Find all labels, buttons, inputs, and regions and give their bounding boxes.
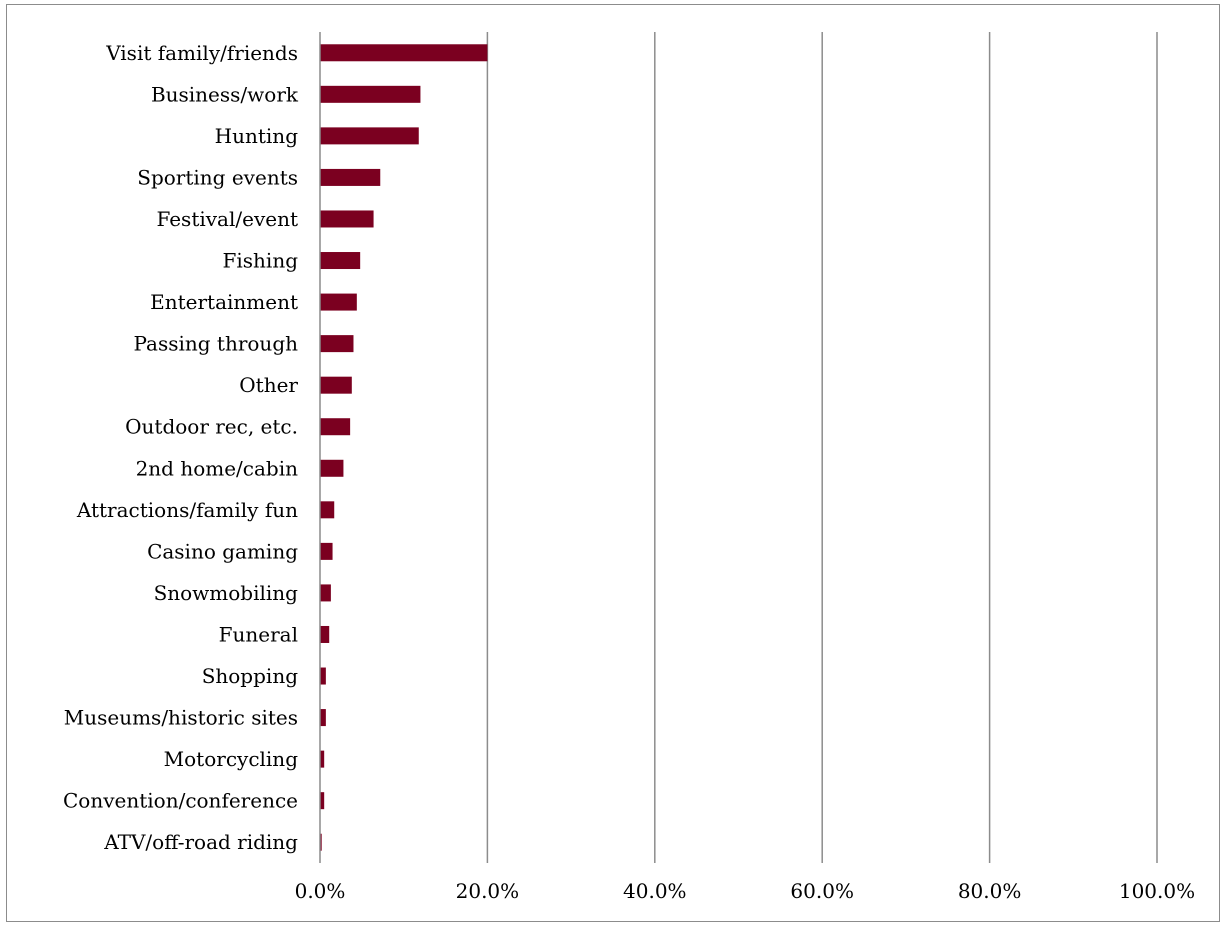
gridlines (486, 32, 1158, 863)
bar (320, 709, 326, 727)
category-label: Sporting events (137, 165, 298, 189)
category-label: ATV/off-road riding (103, 830, 298, 854)
category-label: Museums/historic sites (64, 706, 298, 730)
bar (320, 168, 381, 186)
bar (320, 833, 322, 851)
bar (320, 418, 351, 436)
category-label: Motorcycling (164, 747, 299, 771)
x-tick-label: 80.0% (958, 879, 1022, 903)
bar (320, 459, 344, 477)
x-tick-label: 0.0% (295, 879, 346, 903)
category-label: Other (239, 373, 298, 397)
category-label: Shopping (202, 664, 299, 688)
category-label: Funeral (219, 622, 298, 646)
category-labels: Visit family/friends Business/work Hunting… (63, 41, 299, 854)
x-axis-tick-labels: 0.0% 20.0% 40.0% 60.0% 80.0% 100.0% (295, 879, 1196, 903)
bar (320, 210, 374, 228)
bar (320, 293, 357, 311)
category-label: Fishing (223, 249, 299, 273)
x-tick-label: 20.0% (456, 879, 520, 903)
category-label: Visit family/friends (105, 41, 298, 65)
bar (320, 252, 361, 270)
category-label: Festival/event (156, 207, 298, 231)
bar (320, 542, 333, 560)
category-label: Casino gaming (147, 539, 298, 563)
bar (320, 667, 326, 685)
category-label: Attractions/family fun (76, 498, 298, 522)
bar (320, 584, 331, 602)
bar (320, 750, 325, 768)
category-label: Outdoor rec, etc. (125, 415, 298, 439)
bar (320, 335, 354, 353)
bar (320, 792, 325, 810)
bar (320, 376, 352, 394)
bar (320, 44, 488, 62)
x-tick-label: 60.0% (790, 879, 854, 903)
x-tick-label: 40.0% (623, 879, 687, 903)
bar (320, 85, 421, 103)
category-label: Business/work (151, 82, 299, 106)
chart-frame (6, 4, 1220, 922)
category-label: Entertainment (150, 290, 298, 314)
category-label: Snowmobiling (154, 581, 299, 605)
category-label: Passing through (133, 332, 298, 356)
category-label: Hunting (215, 124, 299, 148)
bar (320, 127, 419, 145)
category-label: 2nd home/cabin (136, 456, 299, 480)
x-tick-label: 100.0% (1119, 879, 1195, 903)
bar (320, 501, 335, 519)
bar (320, 625, 330, 643)
category-label: Convention/conference (63, 789, 298, 813)
bars (320, 44, 488, 851)
